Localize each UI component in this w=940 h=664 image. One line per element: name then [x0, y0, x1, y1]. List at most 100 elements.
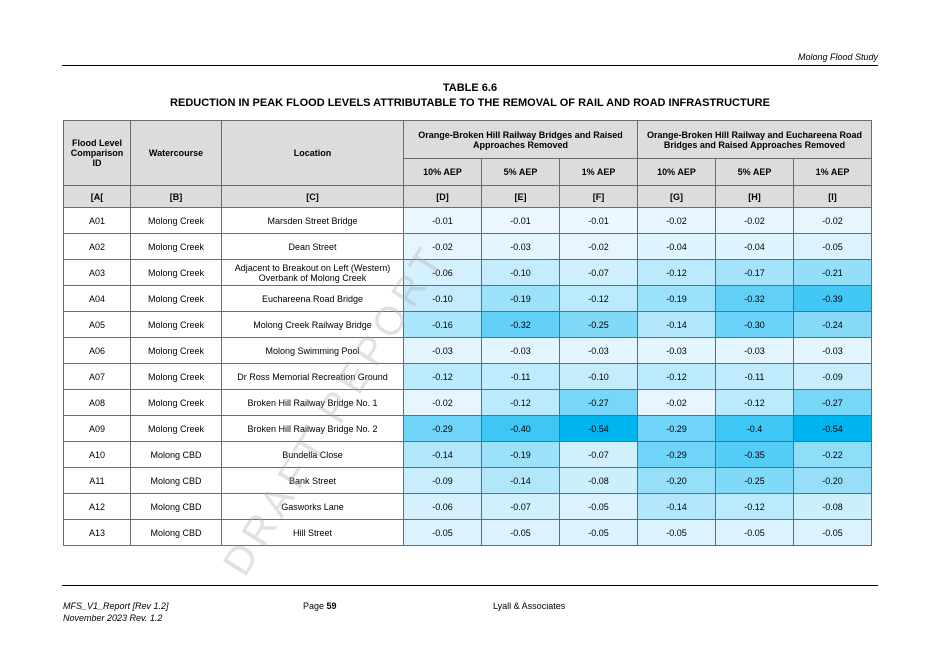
running-header: Molong Flood Study [797, 52, 878, 62]
cell-watercourse: Molong Creek [130, 337, 222, 364]
cell-value: -0.02 [715, 207, 795, 234]
cell-location: Adjacent to Breakout on Left (Western) O… [221, 259, 404, 286]
cell-value: -0.4 [715, 415, 795, 442]
cell-watercourse: Molong Creek [130, 259, 222, 286]
cell-id: A01 [63, 207, 131, 234]
cell-value: -0.12 [481, 389, 560, 416]
table-number: TABLE 6.6 [442, 82, 498, 94]
header-aep: 10% AEP [637, 158, 717, 186]
header-aep: 5% AEP [481, 158, 560, 186]
cell-watercourse: Molong CBD [130, 493, 222, 520]
cell-value: -0.20 [793, 467, 873, 494]
cell-location: Euchareena Road Bridge [221, 285, 404, 312]
cell-watercourse: Molong CBD [130, 519, 222, 546]
cell-value: -0.19 [637, 285, 717, 312]
cell-id: A04 [63, 285, 131, 312]
table-row: A07 Molong Creek Dr Ross Memorial Recreati… [63, 363, 873, 390]
cell-value: -0.22 [793, 441, 873, 468]
cell-id: A08 [63, 389, 131, 416]
cell-id: A03 [63, 259, 131, 286]
cell-value: -0.11 [715, 363, 795, 390]
header-group-railway-road: Orange-Broken Hill Railway and Euchareen… [637, 120, 873, 159]
cell-value: -0.05 [558, 519, 639, 546]
cell-value: -0.54 [793, 415, 873, 442]
cell-value: -0.05 [793, 233, 873, 260]
cell-value: -0.04 [637, 233, 717, 260]
cell-id: A07 [63, 363, 131, 390]
cell-value: -0.11 [481, 363, 560, 390]
cell-value: -0.01 [558, 207, 639, 234]
column-letter: [I] [793, 185, 873, 208]
table-row: A10 Molong CBD Bundella Close -0.14 -0.19 -0.… [63, 441, 873, 468]
cell-value: -0.10 [481, 259, 560, 286]
cell-watercourse: Molong Creek [130, 389, 222, 416]
cell-value: -0.32 [481, 311, 560, 338]
cell-id: A05 [63, 311, 131, 338]
cell-id: A06 [63, 337, 131, 364]
cell-value: -0.02 [637, 207, 717, 234]
page-number: Page 59 [303, 601, 337, 611]
cell-value: -0.25 [715, 467, 795, 494]
column-letter: [C] [221, 185, 404, 208]
cell-value: -0.06 [403, 259, 482, 286]
cell-watercourse: Molong Creek [130, 233, 222, 260]
cell-location: Broken Hill Railway Bridge No. 1 [221, 389, 404, 416]
cell-value: -0.25 [558, 311, 639, 338]
cell-value: -0.03 [715, 337, 795, 364]
cell-value: -0.12 [558, 285, 639, 312]
cell-location: Marsden Street Bridge [221, 207, 404, 234]
column-letter: [F] [558, 185, 639, 208]
cell-watercourse: Molong CBD [130, 467, 222, 494]
cell-value: -0.02 [403, 389, 482, 416]
cell-value: -0.20 [637, 467, 717, 494]
cell-watercourse: Molong Creek [130, 285, 222, 312]
column-letter: [D] [403, 185, 482, 208]
header-group-railway: Orange-Broken Hill Railway Bridges and R… [402, 120, 639, 159]
column-letter: [H] [715, 185, 795, 208]
cell-value: -0.14 [637, 493, 717, 520]
cell-value: -0.27 [558, 389, 639, 416]
company-name: Lyall & Associates [493, 601, 566, 611]
cell-value: -0.02 [403, 233, 482, 260]
cell-value: -0.01 [481, 207, 560, 234]
cell-watercourse: Molong Creek [130, 311, 222, 338]
cell-value: -0.09 [403, 467, 482, 494]
table-row: A11 Molong CBD Bank Street -0.09 -0.14 -0.08-… [63, 467, 873, 494]
cell-value: -0.06 [403, 493, 482, 520]
header-aep: 10% AEP [403, 158, 482, 186]
cell-value: -0.14 [637, 311, 717, 338]
table-title: REDUCTION IN PEAK FLOOD LEVELS ATTRIBUTA… [170, 97, 770, 109]
cell-watercourse: Molong CBD [130, 441, 222, 468]
cell-value: -0.16 [403, 311, 482, 338]
cell-value: -0.32 [715, 285, 795, 312]
footer-rule [62, 585, 878, 586]
cell-value: -0.35 [715, 441, 795, 468]
cell-value: -0.03 [481, 233, 560, 260]
table-row: A08 Molong Creek Broken Hill Railway Bridg… [63, 389, 873, 416]
cell-value: -0.07 [481, 493, 560, 520]
cell-value: -0.03 [481, 337, 560, 364]
page-number-value: 59 [326, 601, 337, 611]
cell-value: -0.02 [637, 389, 717, 416]
cell-value: -0.24 [793, 311, 873, 338]
cell-value: -0.12 [637, 363, 717, 390]
cell-value: -0.39 [793, 285, 873, 312]
cell-value: -0.12 [715, 493, 795, 520]
cell-location: Dr Ross Memorial Recreation Ground [221, 363, 404, 390]
table-row: A05 Molong Creek Molong Creek Railway Brid… [63, 311, 873, 338]
table-row: A04 Molong Creek Euchareena Road Bridge -0.… [63, 285, 873, 312]
cell-value: -0.03 [558, 337, 639, 364]
header-rule [62, 65, 878, 66]
cell-id: A13 [63, 519, 131, 546]
cell-watercourse: Molong Creek [130, 207, 222, 234]
cell-value: -0.08 [793, 493, 873, 520]
column-letter: [B] [130, 185, 222, 208]
cell-value: -0.05 [715, 519, 795, 546]
cell-value: -0.14 [481, 467, 560, 494]
cell-id: A12 [63, 493, 131, 520]
cell-value: -0.03 [793, 337, 873, 364]
cell-value: -0.03 [403, 337, 482, 364]
table-row: A13 Molong CBD Hill Street -0.05 -0.05 -0.05-… [63, 519, 873, 546]
cell-value: -0.05 [637, 519, 717, 546]
header-aep: 1% AEP [793, 158, 873, 186]
